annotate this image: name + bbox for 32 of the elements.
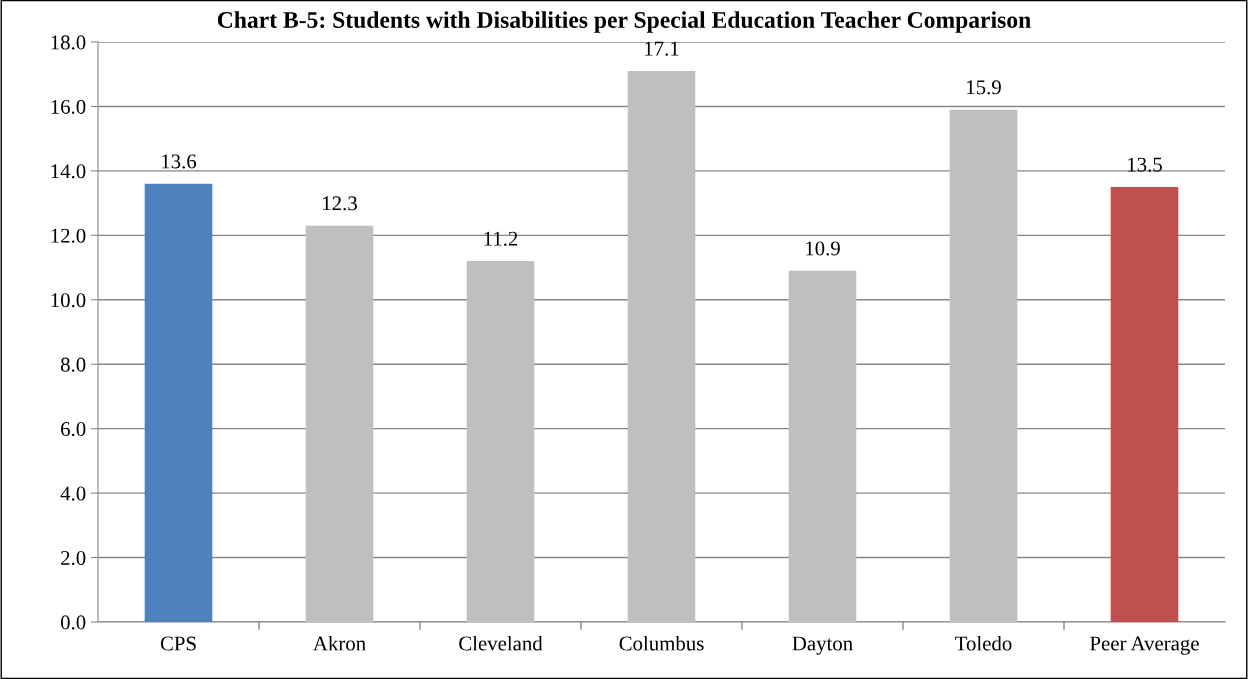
data-label: 13.5 — [1128, 157, 1162, 172]
x-tick-label: Cleveland — [459, 635, 543, 651]
data-label: 10.9 — [806, 241, 840, 256]
bar — [144, 183, 213, 622]
data-label: 11.2 — [484, 231, 518, 246]
y-tick-label: 18.0 — [51, 35, 86, 50]
data-label: 15.9 — [967, 80, 1001, 95]
y-tick-label: 12.0 — [51, 228, 86, 243]
x-tick-label: Toledo — [955, 635, 1012, 651]
bar — [627, 71, 696, 622]
x-tick-label: Columbus — [619, 635, 704, 651]
y-tick-label: 14.0 — [51, 164, 86, 179]
y-tick-label: 2.0 — [61, 550, 86, 566]
data-label: 13.6 — [162, 154, 197, 169]
y-tick-label: 16.0 — [51, 99, 86, 114]
bar — [949, 109, 1018, 622]
data-label: 17.1 — [645, 41, 679, 56]
x-tick-label: Akron — [313, 635, 366, 651]
bar — [466, 261, 535, 622]
y-tick-label: 0.0 — [60, 615, 86, 630]
chart-title: Chart B-5: Students with Disabilities per Special Education Teacher Comparison — [217, 11, 1031, 33]
y-tick-label: 4.0 — [60, 486, 86, 501]
x-tick-label: Peer Average — [1090, 636, 1199, 655]
bar — [305, 225, 374, 622]
x-tick-label: CPS — [160, 636, 196, 651]
y-tick-label: 8.0 — [60, 357, 86, 372]
bar — [788, 270, 857, 622]
y-tick-label: 6.0 — [61, 422, 86, 437]
data-label: 12.3 — [323, 196, 357, 211]
y-tick-label: 10.0 — [51, 293, 86, 308]
x-tick-label: Dayton — [792, 636, 853, 655]
bar — [1110, 187, 1179, 622]
